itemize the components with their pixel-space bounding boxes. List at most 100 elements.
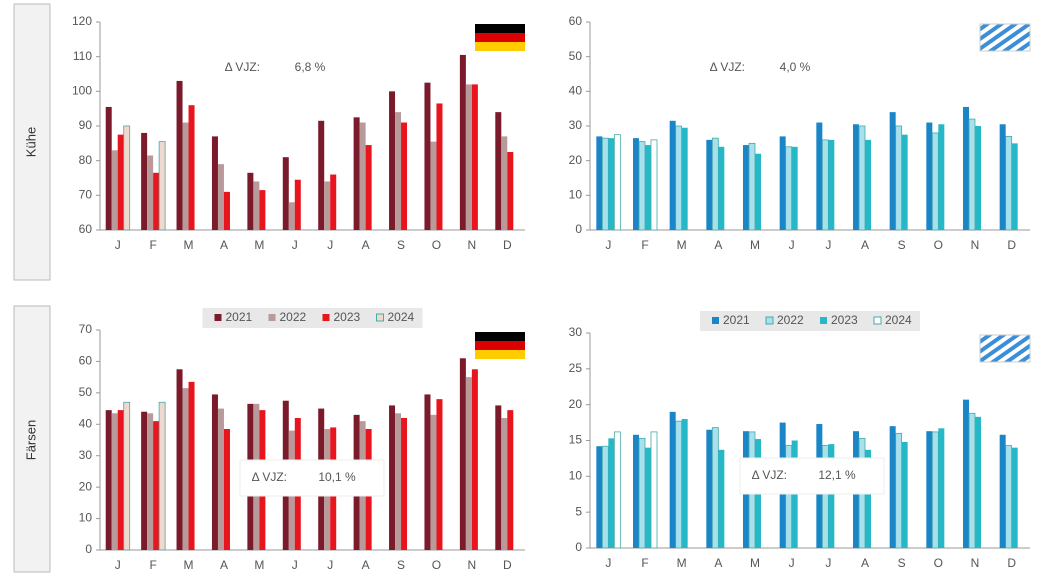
x-tick-label: J — [789, 556, 795, 570]
legend-label: 2024 — [885, 313, 912, 327]
y-tick-label: 20 — [569, 397, 583, 411]
legend-swatch — [376, 313, 384, 322]
x-tick-label: M — [184, 558, 194, 572]
row-label: Färsen — [23, 420, 38, 460]
bar — [188, 381, 195, 550]
bar — [365, 145, 372, 230]
bar — [288, 202, 295, 230]
bar — [681, 127, 688, 230]
y-tick-label: 60 — [79, 222, 93, 236]
bar — [938, 428, 945, 548]
annotation-value: 12,1 % — [818, 468, 856, 482]
row-label-box — [13, 305, 51, 573]
bar — [785, 146, 793, 231]
bar — [211, 136, 218, 230]
bar — [633, 138, 639, 230]
x-tick-label: A — [362, 238, 370, 252]
bar — [633, 434, 639, 548]
legend-label: 2022 — [280, 310, 307, 324]
bar — [975, 126, 981, 230]
x-tick-label: N — [971, 556, 980, 570]
bar — [963, 399, 969, 548]
x-tick-label: J — [115, 558, 121, 572]
y-tick-label: 70 — [79, 322, 93, 336]
bar — [1011, 447, 1018, 548]
bar — [828, 139, 835, 230]
bar — [182, 122, 189, 230]
x-tick-label: A — [861, 556, 869, 570]
legend-label: 2022 — [777, 313, 804, 327]
bar — [223, 429, 230, 550]
flag-stripe — [475, 350, 525, 359]
y-tick-label: 0 — [575, 222, 582, 236]
bar — [675, 420, 683, 549]
x-tick-label: J — [605, 556, 611, 570]
y-tick-label: 15 — [569, 433, 583, 447]
bar — [926, 122, 933, 230]
annotation-value: 6,8 % — [295, 60, 326, 74]
bar — [153, 172, 160, 230]
bar — [436, 103, 443, 230]
annotation-box — [739, 457, 885, 495]
bar — [111, 150, 118, 230]
bar — [901, 441, 908, 548]
x-tick-label: F — [641, 238, 648, 252]
y-tick-label: 80 — [79, 153, 93, 167]
bar — [718, 146, 725, 230]
bar — [176, 369, 183, 550]
bar — [105, 106, 112, 230]
bar — [359, 122, 366, 230]
bar — [495, 405, 502, 550]
bar — [318, 120, 325, 230]
y-tick-label: 50 — [569, 49, 583, 63]
legend-swatch — [820, 317, 827, 324]
bar — [223, 191, 230, 230]
bar — [247, 172, 254, 230]
bar — [743, 145, 749, 230]
x-tick-label: A — [861, 238, 869, 252]
bar — [755, 153, 761, 230]
bar — [1011, 143, 1018, 230]
bar — [718, 449, 725, 548]
x-tick-label: O — [432, 238, 441, 252]
legend-swatch — [873, 316, 882, 325]
bar — [158, 141, 166, 231]
x-tick-label: S — [397, 238, 405, 252]
y-tick-label: 0 — [575, 540, 582, 554]
bar — [353, 117, 360, 230]
legend-box — [202, 308, 423, 328]
x-tick-label: J — [327, 558, 333, 572]
bar — [645, 447, 651, 548]
bar — [501, 418, 508, 550]
y-tick-label: 40 — [79, 416, 93, 430]
bar — [791, 146, 798, 230]
bar — [182, 388, 189, 550]
bar — [645, 145, 651, 230]
bar — [601, 137, 609, 231]
bar — [865, 139, 871, 230]
x-tick-label: J — [115, 238, 121, 252]
y-tick-label: 5 — [575, 504, 582, 518]
bar — [395, 112, 402, 230]
x-tick-label: J — [327, 238, 333, 252]
x-tick-label: M — [254, 558, 264, 572]
bar — [681, 419, 688, 548]
x-tick-label: M — [677, 238, 687, 252]
y-tick-label: 110 — [73, 49, 92, 63]
bar — [507, 152, 514, 230]
bar — [706, 139, 713, 230]
bar — [963, 106, 969, 230]
bar — [459, 54, 466, 230]
bar — [188, 105, 195, 230]
y-tick-label: 10 — [569, 188, 583, 202]
x-tick-label: F — [641, 556, 648, 570]
bar — [596, 446, 603, 548]
bar — [938, 124, 945, 230]
x-tick-label: S — [898, 238, 906, 252]
bar — [650, 431, 658, 549]
bar — [711, 137, 719, 231]
y-tick-label: 90 — [79, 118, 93, 132]
bar — [858, 125, 866, 231]
bar — [596, 136, 603, 230]
bar — [865, 449, 871, 548]
